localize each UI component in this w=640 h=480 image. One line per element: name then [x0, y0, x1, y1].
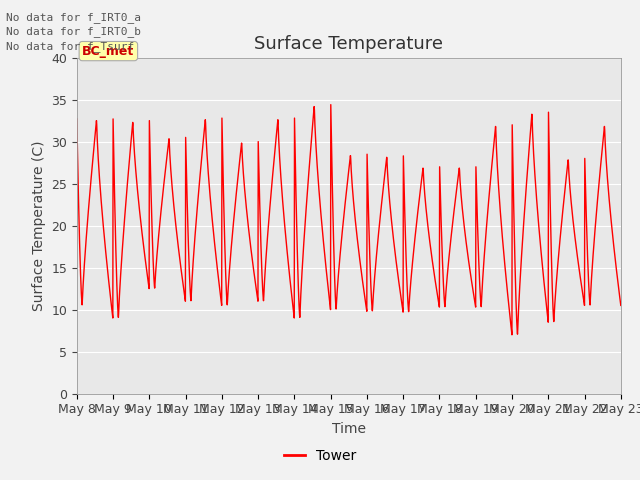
Text: No data for f_IRT0_a: No data for f_IRT0_a [6, 12, 141, 23]
Text: No data for f_Tsurf: No data for f_Tsurf [6, 41, 134, 52]
X-axis label: Time: Time [332, 422, 366, 436]
Text: BC_met: BC_met [82, 45, 134, 58]
Legend: Tower: Tower [278, 443, 362, 468]
Y-axis label: Surface Temperature (C): Surface Temperature (C) [31, 140, 45, 311]
Text: No data for f_IRT0_b: No data for f_IRT0_b [6, 26, 141, 37]
Title: Surface Temperature: Surface Temperature [254, 35, 444, 53]
